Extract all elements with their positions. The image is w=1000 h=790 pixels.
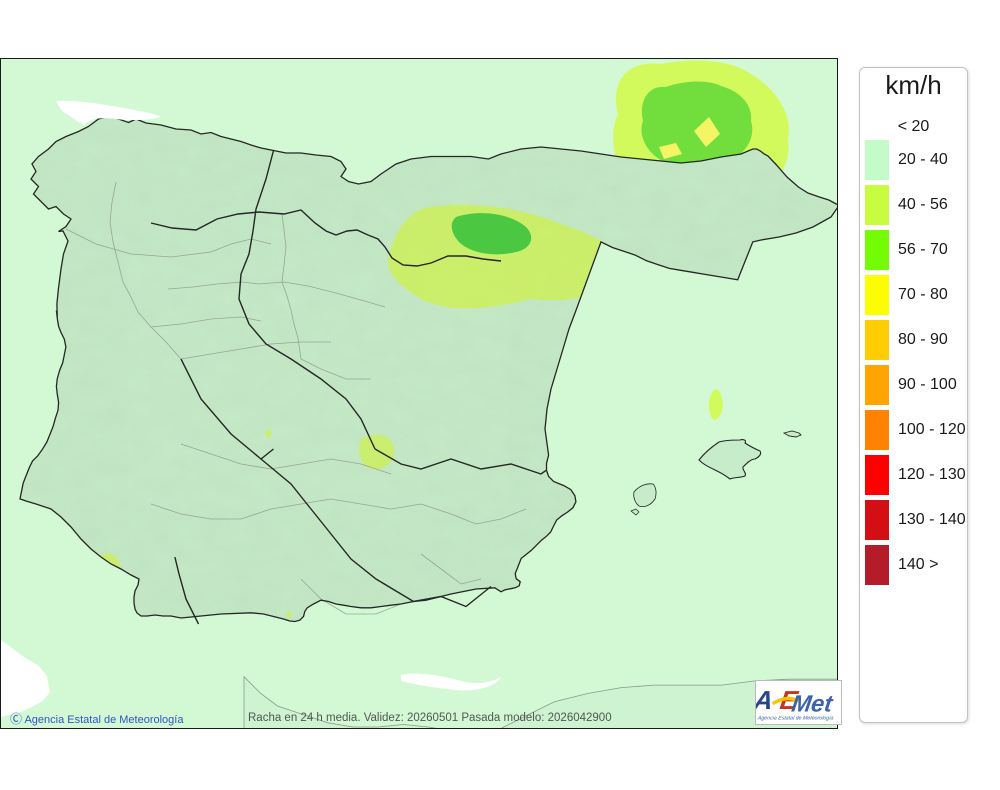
svg-text:Met: Met (790, 692, 835, 718)
svg-text:A: A (756, 685, 775, 715)
svg-text:Agencia Estatal de Meteorologí: Agencia Estatal de Meteorología (756, 716, 834, 722)
